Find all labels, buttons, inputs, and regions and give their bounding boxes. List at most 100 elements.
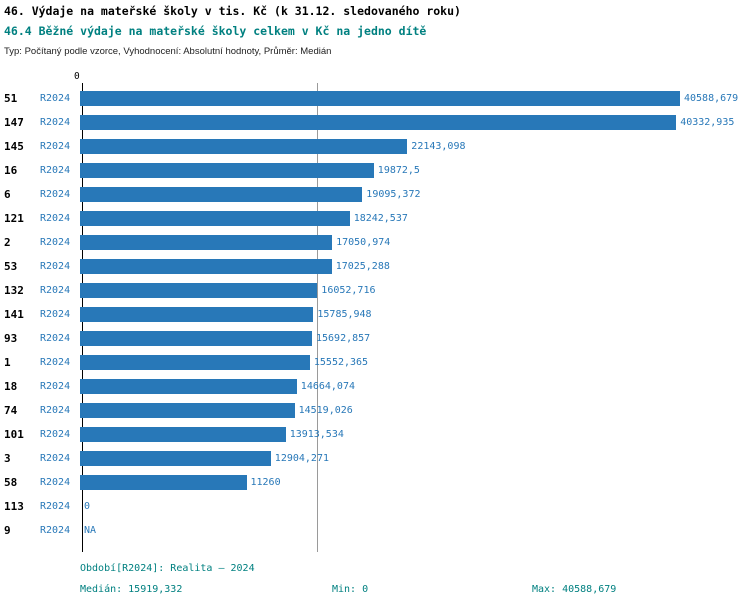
bar[interactable] — [80, 306, 314, 322]
row-plot-area: 0 — [79, 494, 750, 518]
bar[interactable] — [80, 450, 271, 466]
axis-origin-label: 0 — [74, 71, 80, 82]
row-id-label: 147 — [4, 115, 24, 129]
bar-row: 1 R2024 15552,365 — [0, 350, 750, 374]
row-period-label: R2024 — [40, 308, 71, 320]
bar[interactable] — [80, 258, 332, 274]
row-plot-area: 14519,026 — [79, 398, 750, 422]
bar[interactable] — [80, 186, 363, 202]
bar[interactable] — [80, 354, 310, 370]
row-period-label: R2024 — [40, 452, 71, 464]
row-plot-area: 15552,365 — [79, 350, 750, 374]
bar-value-label: NA — [84, 524, 97, 536]
row-plot-area: 15692,857 — [79, 326, 750, 350]
row-period-label: R2024 — [40, 476, 71, 488]
row-period-label: R2024 — [40, 284, 71, 296]
bar-value-label: 18242,537 — [353, 212, 408, 224]
row-id-label: 93 — [4, 331, 18, 345]
row-id-label: 51 — [4, 91, 18, 105]
bar[interactable] — [80, 282, 318, 298]
row-plot-area: 17025,288 — [79, 254, 750, 278]
chart-subtitle: 46.4 Běžné výdaje na mateřské školy celk… — [4, 24, 427, 38]
bar-row: 101 R2024 13913,534 — [0, 422, 750, 446]
row-id-label: 113 — [4, 499, 24, 513]
row-id-label: 16 — [4, 163, 18, 177]
row-id-label: 2 — [4, 235, 11, 249]
bar-row: 51 R2024 40588,679 — [0, 86, 750, 110]
row-plot-area: 12904,271 — [79, 446, 750, 470]
footer-period: Období[R2024]: Realita – 2024 — [80, 563, 255, 574]
chart-title: 46. Výdaje na mateřské školy v tis. Kč (… — [4, 4, 461, 18]
bar-row: 121 R2024 18242,537 — [0, 206, 750, 230]
bar-value-label: 22143,098 — [411, 140, 466, 152]
bar-value-label: 40332,935 — [680, 116, 735, 128]
bar-row: 132 R2024 16052,716 — [0, 278, 750, 302]
median-gridline — [317, 83, 318, 552]
bar-row: 145 R2024 22143,098 — [0, 134, 750, 158]
bar-value-label: 17025,288 — [335, 260, 390, 272]
row-period-label: R2024 — [40, 236, 71, 248]
row-id-label: 18 — [4, 379, 18, 393]
row-plot-area: 11260 — [79, 470, 750, 494]
bar-chart: 51 R2024 40588,679 147 R2024 40332,935 145 R202… — [0, 83, 750, 552]
bar-value-label: 11260 — [250, 476, 281, 488]
bar-value-label: 15692,857 — [316, 332, 371, 344]
bar-value-label: 15552,365 — [313, 356, 369, 368]
bar[interactable] — [80, 474, 247, 490]
row-plot-area: 22143,098 — [79, 134, 750, 158]
footer-median: Medián: 15919,332 — [80, 584, 183, 595]
row-period-label: R2024 — [40, 188, 71, 200]
bar[interactable] — [80, 90, 680, 106]
row-plot-area: 13913,534 — [79, 422, 750, 446]
row-period-label: R2024 — [40, 164, 71, 176]
row-plot-area: 19872,5 — [79, 158, 750, 182]
row-plot-area: 40332,935 — [79, 110, 750, 134]
bar-value-label: 15785,948 — [317, 308, 372, 320]
row-plot-area: 40588,679 — [79, 86, 750, 110]
bar-value-label: 14519,026 — [298, 404, 353, 416]
bar[interactable] — [80, 162, 374, 178]
row-id-label: 6 — [4, 187, 11, 201]
bar-value-label: 12904,271 — [274, 452, 329, 464]
row-period-label: R2024 — [40, 212, 71, 224]
bar-value-label: 19872,5 — [377, 164, 420, 176]
row-plot-area: 16052,716 — [79, 278, 750, 302]
bar-value-label: 17050,974 — [336, 236, 391, 248]
bar[interactable] — [80, 210, 350, 226]
row-plot-area: 19095,372 — [79, 182, 750, 206]
row-id-label: 53 — [4, 259, 18, 273]
row-period-label: R2024 — [40, 140, 71, 152]
row-period-label: R2024 — [40, 332, 71, 344]
bar-row: 2 R2024 17050,974 — [0, 230, 750, 254]
bar[interactable] — [80, 426, 286, 442]
bar-value-label: 40588,679 — [684, 92, 739, 104]
row-id-label: 132 — [4, 283, 24, 297]
row-period-label: R2024 — [40, 260, 71, 272]
bar[interactable] — [80, 330, 312, 346]
bar-row: 113 R2024 0 — [0, 494, 750, 518]
bar-value-label: 14664,074 — [300, 380, 355, 392]
row-id-label: 9 — [4, 523, 11, 537]
row-id-label: 1 — [4, 355, 11, 369]
bar[interactable] — [80, 402, 295, 418]
bar-row: 93 R2024 15692,857 — [0, 326, 750, 350]
bar-value-label: 13913,534 — [289, 428, 344, 440]
bar-row: 18 R2024 14664,074 — [0, 374, 750, 398]
bar-row: 3 R2024 12904,271 — [0, 446, 750, 470]
bar[interactable] — [80, 378, 297, 394]
row-id-label: 141 — [4, 307, 24, 321]
bar-value-label: 16052,716 — [321, 284, 376, 296]
bar[interactable] — [80, 234, 333, 250]
row-period-label: R2024 — [40, 428, 71, 440]
bar-row: 74 R2024 14519,026 — [0, 398, 750, 422]
row-id-label: 58 — [4, 475, 18, 489]
bar-rows: 51 R2024 40588,679 147 R2024 40332,935 145 R202… — [0, 86, 750, 542]
bar-row: 53 R2024 17025,288 — [0, 254, 750, 278]
row-period-label: R2024 — [40, 116, 71, 128]
bar[interactable] — [80, 138, 408, 154]
row-plot-area: NA — [79, 518, 750, 542]
row-plot-area: 14664,074 — [79, 374, 750, 398]
row-id-label: 121 — [4, 211, 24, 225]
bar[interactable] — [80, 114, 677, 130]
row-id-label: 101 — [4, 427, 24, 441]
